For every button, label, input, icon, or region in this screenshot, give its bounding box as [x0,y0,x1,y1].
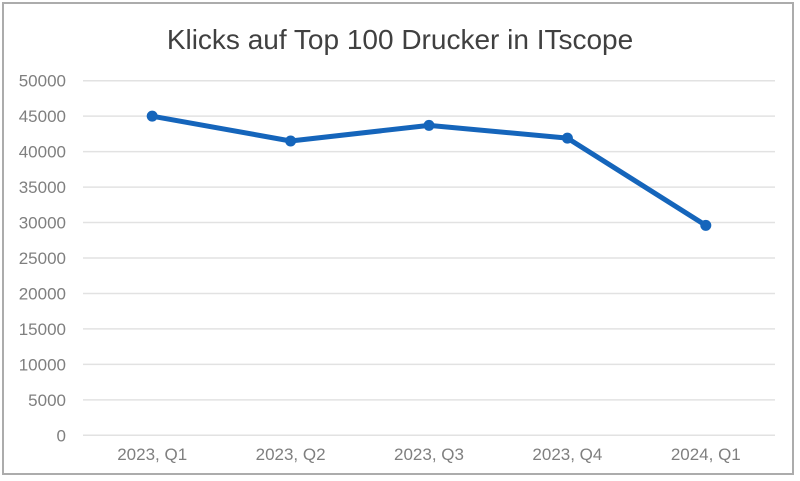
data-point-marker [423,119,435,131]
y-axis-tick-label: 10000 [19,355,66,374]
data-point-marker [561,132,573,144]
y-axis-tick-label: 35000 [19,178,66,197]
y-axis-tick-label: 5000 [28,391,66,410]
y-axis-tick-label: 25000 [19,249,66,268]
data-point-marker [700,219,712,231]
y-axis-tick-label: 15000 [19,320,66,339]
x-axis-tick-label: 2023, Q4 [532,445,602,464]
data-point-marker [285,135,297,147]
x-axis-tick-label: 2024, Q1 [671,445,741,464]
chart-title: Klicks auf Top 100 Drucker in ITscope [166,24,634,55]
x-axis-tick-label: 2023, Q1 [117,445,187,464]
data-line [149,113,709,228]
y-axis-tick-label: 50000 [19,72,66,91]
y-axis-tick-label: 40000 [19,143,66,162]
y-axis-tick-label: 0 [57,426,66,445]
y-axis-tick-label: 20000 [19,284,66,303]
data-point-marker [146,110,158,122]
x-axis-tick-label: 2023, Q3 [394,445,464,464]
y-axis-tick-label: 30000 [19,213,66,232]
x-axis-tick-label: 2023, Q2 [256,445,326,464]
y-axis-tick-label: 45000 [19,107,66,126]
